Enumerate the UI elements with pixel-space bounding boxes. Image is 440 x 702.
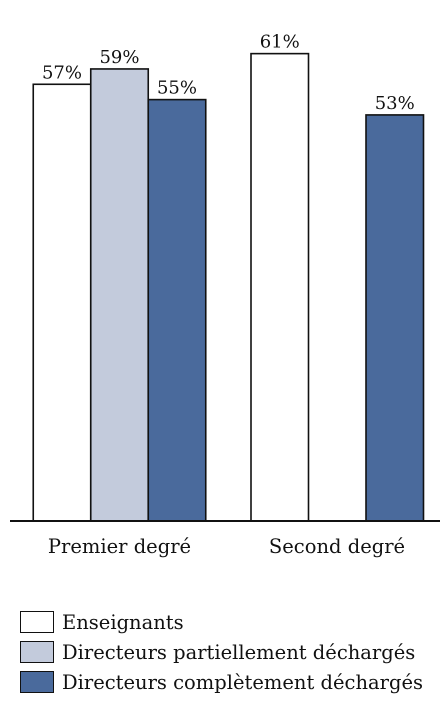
data-label-premier-series-1: 59% [99, 47, 139, 68]
legend-label-completement: Directeurs complètement déchargés [62, 670, 424, 694]
bar-second-series-2 [365, 114, 425, 522]
legend-item-enseignants: Enseignants [20, 607, 423, 637]
legend-swatch-enseignants [20, 611, 54, 633]
legend: Enseignants Directeurs partiellement déc… [20, 607, 423, 697]
data-label-premier-series-2: 55% [157, 78, 197, 99]
data-label-second-series-0: 61% [260, 32, 300, 53]
data-label-premier-series-0: 57% [42, 62, 82, 83]
legend-label-enseignants: Enseignants [62, 610, 184, 634]
x-tick-labels-group: Premier degré Second degré [48, 535, 405, 558]
bars-group [32, 52, 425, 522]
legend-swatch-partiellement [20, 641, 54, 663]
bar-premier-series-1 [89, 68, 150, 522]
legend-item-completement: Directeurs complètement déchargés [20, 667, 423, 697]
legend-swatch-completement [20, 671, 54, 693]
bar-chart: 57% 59% 55% 61% 53% Premier degré Second degr… [10, 32, 440, 558]
x-tick-label-premier-degre: Premier degré [48, 535, 191, 558]
bar-premier-series-2 [147, 98, 207, 522]
legend-label-partiellement: Directeurs partiellement déchargés [62, 640, 416, 664]
x-tick-label-second-degre: Second degré [269, 535, 405, 558]
bar-second-series-0 [250, 52, 310, 522]
data-label-second-series-2: 53% [375, 93, 415, 114]
data-labels-group: 57% 59% 55% 61% 53% [42, 32, 415, 114]
bar-premier-series-0 [32, 83, 92, 522]
legend-item-partiellement: Directeurs partiellement déchargés [20, 637, 423, 667]
